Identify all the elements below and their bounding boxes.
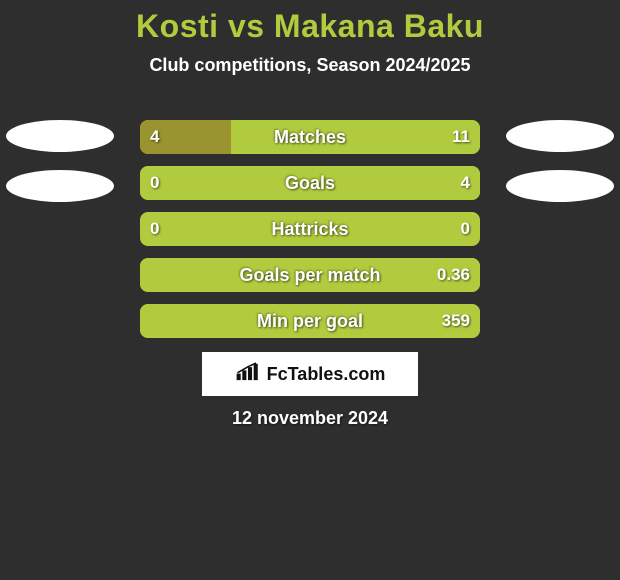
page-subtitle: Club competitions, Season 2024/2025	[0, 55, 620, 76]
bar-track	[140, 212, 480, 246]
bar-right	[140, 166, 480, 200]
stat-row: Min per goal359	[0, 304, 620, 338]
comparison-canvas: Kosti vs Makana Baku Club competitions, …	[0, 0, 620, 580]
bar-track	[140, 120, 480, 154]
team-pill-left	[6, 170, 114, 202]
bar-track	[140, 166, 480, 200]
bar-right	[140, 304, 480, 338]
stat-row: Matches411	[0, 120, 620, 154]
stat-value-left: 4	[150, 120, 159, 154]
stat-value-left: 0	[150, 166, 159, 200]
stat-row: Goals per match0.36	[0, 258, 620, 292]
bar-track	[140, 304, 480, 338]
page-title: Kosti vs Makana Baku	[0, 0, 620, 45]
team-pill-right	[506, 170, 614, 202]
stat-value-right: 0	[461, 212, 470, 246]
stat-row: Hattricks00	[0, 212, 620, 246]
source-badge: FcTables.com	[202, 352, 418, 396]
stat-row: Goals04	[0, 166, 620, 200]
team-pill-right	[506, 120, 614, 152]
stat-rows: Matches411Goals04Hattricks00Goals per ma…	[0, 120, 620, 350]
stat-value-left: 0	[150, 212, 159, 246]
date-text: 12 november 2024	[0, 408, 620, 429]
bar-track	[140, 258, 480, 292]
source-badge-text: FcTables.com	[267, 364, 386, 385]
stat-value-right: 0.36	[437, 258, 470, 292]
team-pill-left	[6, 120, 114, 152]
bar-right	[140, 258, 480, 292]
chart-icon	[235, 361, 261, 388]
stat-value-right: 4	[461, 166, 470, 200]
stat-value-right: 359	[442, 304, 470, 338]
bar-right	[231, 120, 480, 154]
stat-value-right: 11	[452, 120, 470, 154]
